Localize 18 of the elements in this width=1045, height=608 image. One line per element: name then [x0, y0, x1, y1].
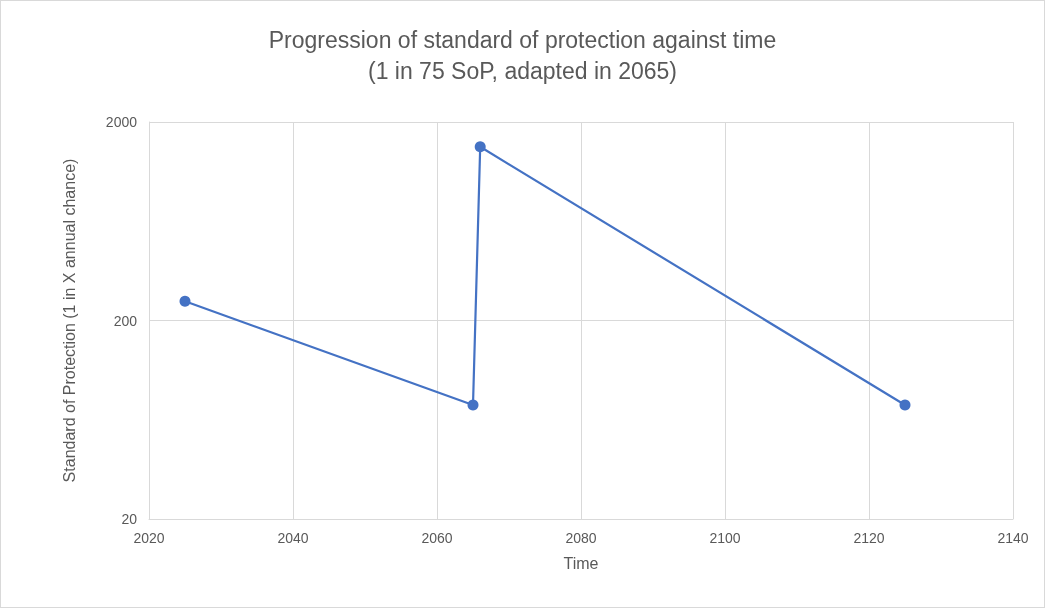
- x-tick-label: 2060: [421, 530, 453, 546]
- chart-subtitle: (1 in 75 SoP, adapted in 2065): [367, 57, 678, 84]
- x-axis-title: Time: [563, 554, 599, 572]
- x-tick-label: 2080: [565, 530, 597, 546]
- x-tick-label: 2040: [277, 530, 309, 546]
- x-tick-label: 2140: [997, 530, 1029, 546]
- point: [467, 399, 479, 411]
- x-tick-label: 2100: [709, 530, 741, 546]
- point: [179, 295, 191, 307]
- y-tick-label: 2000: [105, 114, 138, 130]
- chart-title: Progression of standard of protection against time: [268, 26, 777, 53]
- x-tick-label: 2020: [133, 530, 165, 546]
- y-axis-title: Standard of Protection (1 in X annual chance): [60, 158, 78, 483]
- y-tick-label: 20: [121, 511, 138, 527]
- x-tick-label: 2120: [853, 530, 885, 546]
- point: [899, 399, 911, 411]
- y-tick-label: 200: [113, 312, 138, 329]
- point: [474, 141, 486, 153]
